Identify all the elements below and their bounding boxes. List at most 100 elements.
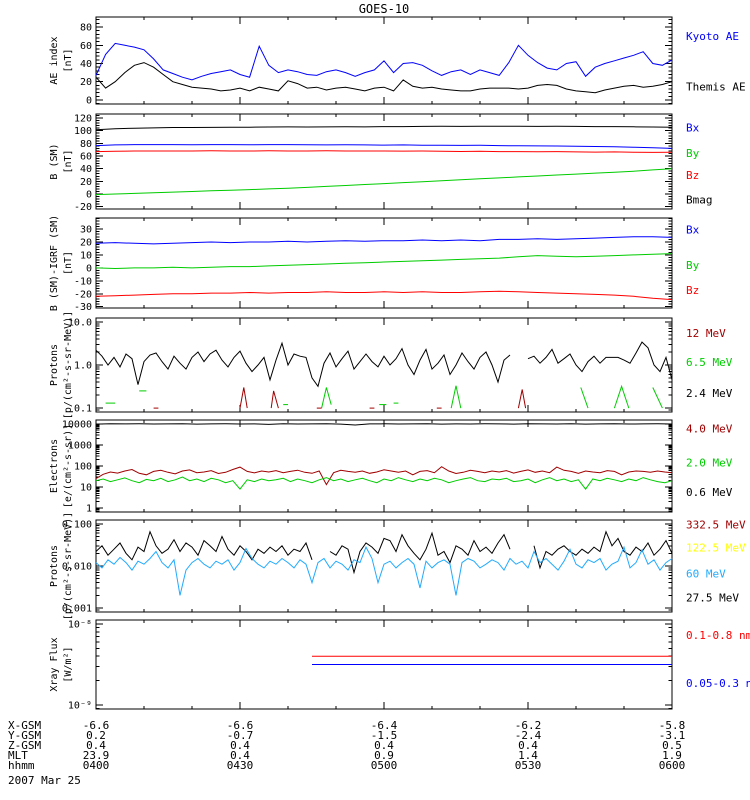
panel-frame: [95, 113, 673, 210]
legend-122-5-mev: 122.5 MeV: [686, 542, 746, 555]
legend-by: By: [686, 147, 700, 160]
legend-0-05-0-3-nm: 0.05-0.3 nm: [686, 677, 750, 690]
axis-row-value: 0.4: [518, 739, 538, 752]
y-tick-label: 60: [80, 41, 92, 52]
axis-row-value: 0.5: [662, 739, 682, 752]
axis-row-value: -5.8: [659, 719, 686, 732]
axis-row-value: -6.6: [83, 719, 110, 732]
series-by: [95, 253, 673, 270]
y-tick-label: 0.010: [62, 561, 92, 572]
axis-row-value: 0500: [371, 759, 398, 772]
axis-row-value: -3.1: [659, 729, 686, 742]
axis-row-value: -2.4: [515, 729, 542, 742]
y-tick-label: 0: [86, 190, 92, 201]
series-2-4-mev: [95, 341, 511, 388]
y-axis-unit-b-sm-igrf: [nT]: [63, 251, 74, 275]
series-by: [95, 168, 673, 196]
y-tick-label: 120: [74, 114, 92, 125]
y-tick-label: -10: [74, 276, 92, 287]
y-axis-label-b-sm: B (SM): [49, 143, 60, 179]
y-axis-label-ae-index: AE index: [49, 36, 60, 84]
axis-row-value: 0600: [659, 759, 686, 772]
y-axis-label-b-sm-igrf: B (SM)-IGRF (SM): [49, 215, 60, 311]
y-tick-label: 30: [80, 225, 92, 236]
panel-frame: [95, 519, 673, 613]
y-tick-label: 0.1: [74, 404, 92, 415]
legend-12-mev: 12 MeV: [686, 327, 726, 340]
y-tick-label: 10: [80, 483, 92, 494]
y-tick-label: 1.0: [74, 360, 92, 371]
y-tick-label: 20: [80, 177, 92, 188]
axis-row-value: 1.9: [662, 749, 682, 762]
panel-protons-high: 0.001 0.010 0.100 332.5 MeV 122.5 MeV 60 MeV 2…: [49, 512, 746, 620]
panel-protons-low: 0.1 1.0 10.0 12 MeV 6.5 MeV 2.4 MeV Protons [p/…: [49, 311, 733, 419]
series-12-mev: [239, 387, 248, 409]
legend-0-6-mev: 0.6 MeV: [686, 486, 733, 499]
panel-xray-flux: 10⁻⁹ 10⁻⁸ 0.1-0.8 nm 0.05-0.3 nm Xray Flux[W…: [49, 619, 750, 711]
legend-6-5-mev: 6.5 MeV: [686, 356, 733, 369]
axis-row-value: 0.2: [86, 729, 106, 742]
axis-row-value: 0.9: [374, 749, 394, 762]
legend-0-1-0-8-nm: 0.1-0.8 nm: [686, 629, 750, 642]
axis-row-label-y-gsm: Y-GSM: [8, 729, 41, 742]
axis-row-value: 0.4: [230, 739, 250, 752]
series-6-5-mev: [580, 387, 589, 409]
series-60-mev: [95, 545, 673, 596]
series-bz: [95, 290, 673, 301]
legend-2-4-mev: 2.4 MeV: [686, 387, 733, 400]
y-tick-label: 100: [74, 126, 92, 137]
legend-bx: Bx: [686, 121, 700, 134]
date-label: 2007 Mar 25: [8, 774, 81, 787]
legend-2-0-mev: 2.0 MeV: [686, 456, 733, 469]
panel-electrons: 1 10 100 1000 10000 4.0 MeV 2.0 MeV 0.6 MeV Elec…: [49, 419, 733, 514]
series-kyoto-ae: [95, 42, 673, 81]
y-tick-label: -20: [74, 289, 92, 300]
y-tick-label: 100: [74, 461, 92, 472]
y-tick-label: 10: [80, 250, 92, 261]
axis-row-value: 0400: [83, 759, 110, 772]
axis-row-value: -1.5: [371, 729, 398, 742]
y-tick-label: 10⁻⁹: [68, 700, 92, 711]
y-tick-label: 0.100: [62, 519, 92, 530]
y-tick-label: 80: [80, 23, 92, 34]
y-axis-label-xray-flux: Xray Flux: [49, 637, 60, 691]
legend-bx: Bx: [686, 224, 700, 237]
axis-row-label-z-gsm: Z-GSM: [8, 739, 41, 752]
axis-row-label-hhmm: hhmm: [8, 759, 35, 772]
legend-60-mev: 60 MeV: [686, 567, 726, 580]
axis-row-value: 1.4: [518, 749, 538, 762]
series-6-5-mev: [450, 385, 462, 409]
axis-row-value: -6.2: [515, 719, 542, 732]
y-tick-label: 60: [80, 152, 92, 163]
series-2-4-mev: [527, 341, 673, 381]
axis-row-value: 0.4: [86, 739, 106, 752]
legend-by: By: [686, 259, 700, 272]
axis-row-value: 0.4: [374, 739, 394, 752]
series-bx: [95, 144, 673, 149]
panel-frame: [95, 419, 673, 513]
y-tick-label: 10000: [62, 419, 92, 430]
y-tick-label: 1: [86, 504, 92, 515]
y-tick-label: 1000: [68, 440, 92, 451]
panel-ae-index: 0 20 40 60 80 Kyoto AE Themis AE AE index [nT]: [49, 16, 746, 106]
series-bz: [95, 150, 673, 153]
series-themis-ae: [95, 62, 673, 94]
y-axis-unit-ae-index: [nT]: [63, 48, 74, 72]
legend-4-0-mev: 4.0 MeV: [686, 422, 733, 435]
axis-row-value: 23.9: [83, 749, 110, 762]
series-2-0-mev: [95, 476, 673, 490]
legend-332-5-mev: 332.5 MeV: [686, 519, 746, 532]
series-0-6-mev: [95, 423, 673, 426]
y-tick-label: -20: [74, 202, 92, 213]
series-12-mev: [270, 390, 279, 409]
y-tick-label: 40: [80, 59, 92, 70]
y-axis-label-electrons: Electrons: [49, 439, 60, 493]
y-axis-unit-protons-low: [p/(cm²-s-sr-MeV)]: [63, 311, 74, 419]
series-bx: [95, 236, 673, 245]
y-tick-label: 0: [86, 263, 92, 274]
y-tick-label: 20: [80, 77, 92, 88]
axis-row-value: -6.6: [227, 719, 254, 732]
legend-bmag: Bmag: [686, 194, 713, 207]
